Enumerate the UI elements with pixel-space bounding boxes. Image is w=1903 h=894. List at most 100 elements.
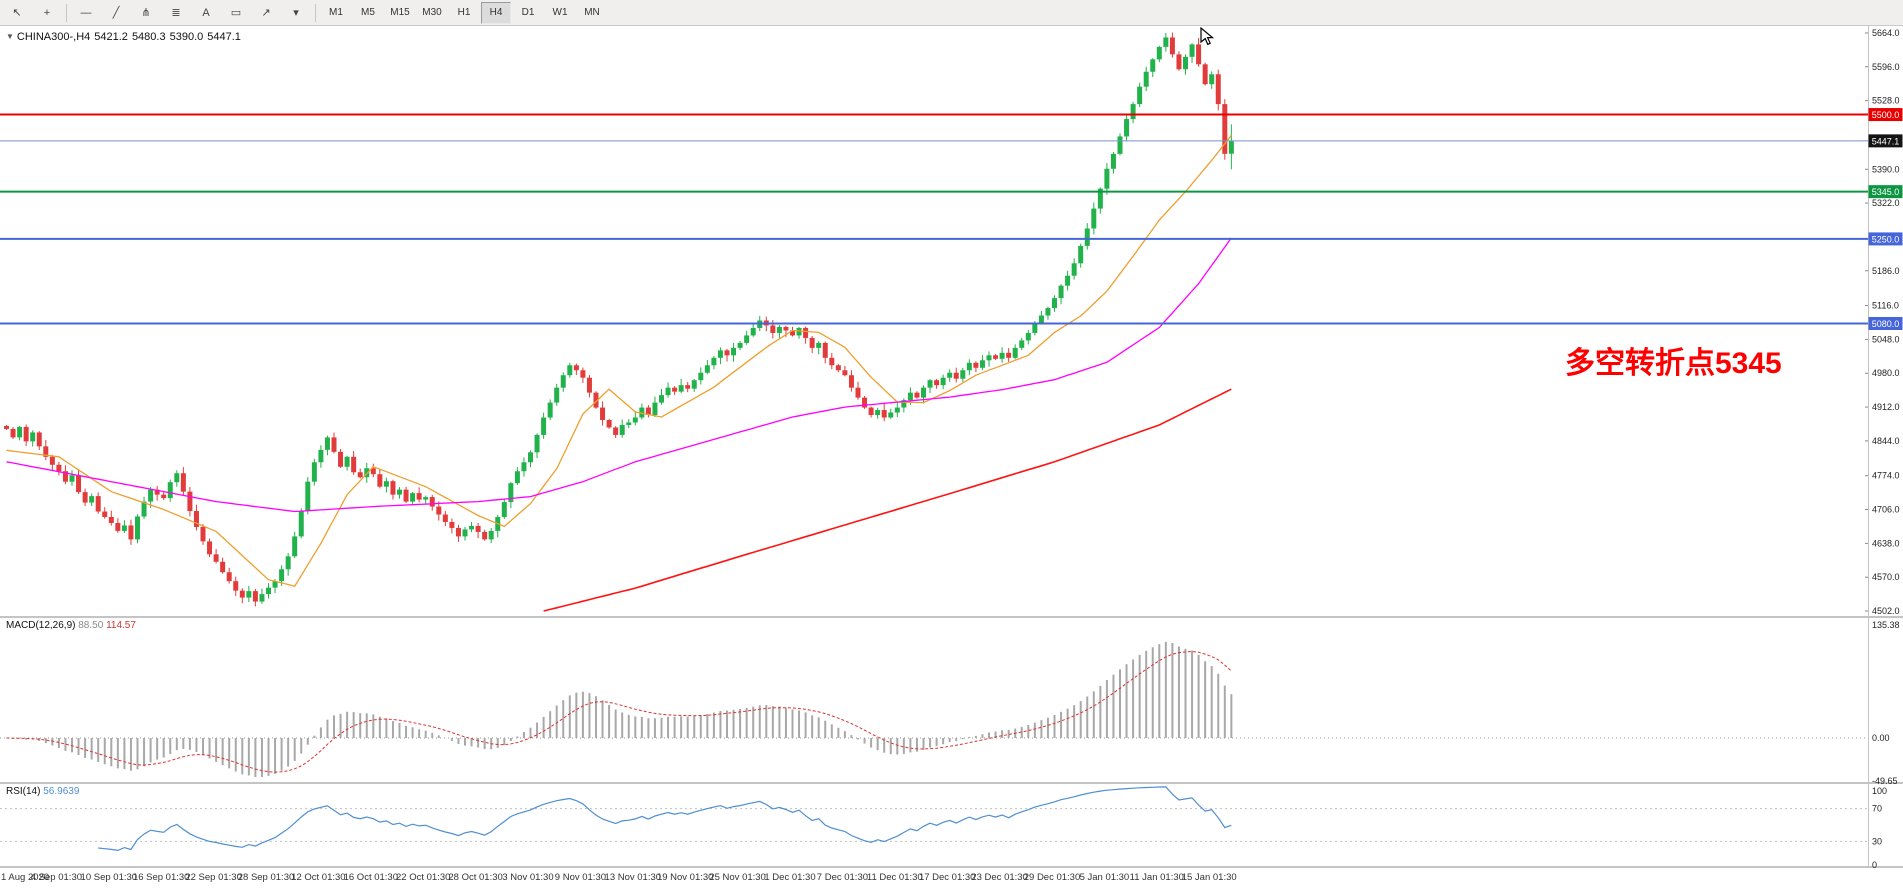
svg-text:22 Sep 01:30: 22 Sep 01:30 (185, 872, 242, 883)
pane-separator-2[interactable] (0, 782, 1903, 784)
timeframe-M5-button[interactable]: M5 (361, 6, 375, 18)
svg-text:23 Dec 01:30: 23 Dec 01:30 (971, 872, 1028, 883)
timeframe-H4-button[interactable]: H4 (481, 1, 511, 24)
svg-text:30: 30 (1872, 836, 1882, 846)
svg-text:4570.0: 4570.0 (1872, 572, 1900, 582)
svg-text:7 Dec 01:30: 7 Dec 01:30 (817, 872, 868, 883)
mouse-cursor-icon (1200, 26, 1215, 52)
turning-point-annotation: 多空转折点5345 (1565, 347, 1782, 380)
macd-indicator-label: MACD(12,26,9) 88.50 114.57 (6, 620, 136, 631)
svg-text:0: 0 (1872, 860, 1877, 870)
cursor-button[interactable]: ↖ (3, 2, 31, 24)
svg-text:28 Oct 01:30: 28 Oct 01:30 (448, 872, 502, 883)
rsi-indicator-label: RSI(14) 56.9639 (6, 786, 79, 797)
macd-main-value: 88.50 (78, 620, 104, 631)
svg-text:10 Sep 01:30: 10 Sep 01:30 (81, 872, 138, 883)
symbol-name: CHINA300-,H4 (16, 31, 91, 43)
svg-text:11 Jan 01:30: 11 Jan 01:30 (1130, 872, 1184, 883)
rsi-line (98, 786, 1232, 852)
fibonacci-tool-button[interactable]: ≣ (162, 2, 190, 24)
svg-text:5186.0: 5186.0 (1872, 266, 1900, 276)
shapes-tool-icon: ▭ (230, 6, 242, 19)
crosshair-button[interactable]: + (33, 2, 61, 24)
timeframe-H1-button[interactable]: H1 (457, 6, 471, 18)
toolbar-separator (66, 3, 67, 22)
svg-text:1 Aug 2020: 1 Aug 2020 (1, 872, 49, 883)
svg-text:28 Sep 01:30: 28 Sep 01:30 (238, 872, 295, 883)
svg-text:5 Jan 01:30: 5 Jan 01:30 (1080, 872, 1130, 883)
ma-slow-line (543, 388, 1232, 612)
svg-text:25 Nov 01:30: 25 Nov 01:30 (709, 872, 766, 883)
horizontal-line-tool-icon: — (80, 6, 92, 19)
svg-text:5500.0: 5500.0 (1872, 110, 1900, 120)
arrows-dropdown-caret-icon: ▾ (293, 6, 299, 19)
timeframe-M30-button[interactable]: M30 (422, 6, 442, 18)
svg-text:135.38: 135.38 (1872, 620, 1900, 630)
pitchfork-tool-button[interactable]: ⋔ (132, 2, 160, 24)
svg-text:12 Oct 01:30: 12 Oct 01:30 (291, 872, 345, 883)
pitchfork-tool-icon: ⋔ (141, 6, 151, 19)
rsi-axis-labels: 100 70 30 0 (1872, 786, 1887, 870)
timeframe-group: M1 M5 M15 M30 H1 H4 D1 W1 MN (320, 1, 608, 24)
shapes-tool-button[interactable]: ▭ (222, 2, 250, 24)
timeframe-D1-button[interactable]: D1 (521, 6, 535, 18)
timeframe-MN-button[interactable]: MN (584, 6, 600, 18)
macd-signal-line (6, 651, 1232, 773)
horizontal-line-tool-button[interactable]: — (72, 2, 100, 24)
svg-text:4774.0: 4774.0 (1872, 471, 1900, 481)
arrows-tool-button[interactable]: ↗ (252, 2, 280, 24)
timeframe-M1-button[interactable]: M1 (329, 6, 343, 18)
svg-text:5447.1: 5447.1 (1872, 136, 1900, 146)
arrows-dropdown-caret-button[interactable]: ▾ (282, 2, 310, 24)
text-tool-button[interactable]: A (192, 2, 220, 24)
open-value: 5421.2 (94, 31, 128, 43)
svg-text:4844.0: 4844.0 (1872, 436, 1900, 446)
pane-separator-3[interactable] (0, 866, 1903, 868)
svg-text:4980.0: 4980.0 (1872, 368, 1900, 378)
toolbar-separator (315, 3, 316, 22)
high-value: 5480.3 (131, 31, 166, 43)
trendline-tool-button[interactable]: ╱ (102, 2, 130, 24)
svg-text:0.00: 0.00 (1872, 733, 1890, 743)
svg-text:-49.65: -49.65 (1872, 776, 1898, 786)
svg-text:4 Sep 01:30: 4 Sep 01:30 (31, 872, 82, 883)
trendline-tool-icon: ╱ (112, 6, 120, 19)
svg-text:16 Oct 01:30: 16 Oct 01:30 (344, 872, 398, 883)
macd-axis-labels: 135.38 0.00 -49.65 (1872, 620, 1900, 786)
svg-text:5080.0: 5080.0 (1872, 319, 1900, 329)
price-tag-5345.0: 5345.0 (1868, 185, 1903, 199)
timeframe-M15-button[interactable]: M15 (390, 6, 410, 18)
svg-text:5048.0: 5048.0 (1872, 334, 1900, 344)
svg-text:3 Nov 01:30: 3 Nov 01:30 (502, 872, 553, 883)
symbol-ohlc-line: ▼ CHINA300-,H4 5421.2 5480.3 5390.0 5447.1 (6, 31, 245, 43)
svg-text:1 Dec 01:30: 1 Dec 01:30 (764, 872, 815, 883)
toolbar: ↖ + — ╱ ⋔ ≣ A ▭ ↗ ▾ M1 M5 M15 M30 H1 H4 D1 W1 MN (0, 0, 1903, 26)
svg-text:4706.0: 4706.0 (1872, 505, 1900, 515)
svg-text:9 Nov 01:30: 9 Nov 01:30 (555, 872, 606, 883)
rsi-name: RSI(14) (6, 786, 41, 797)
macd-name: MACD(12,26,9) (6, 620, 76, 631)
svg-text:5322.0: 5322.0 (1872, 198, 1900, 208)
crosshair-icon: + (43, 6, 51, 19)
svg-text:17 Dec 01:30: 17 Dec 01:30 (919, 872, 976, 883)
svg-text:29 Dec 01:30: 29 Dec 01:30 (1024, 872, 1081, 883)
ma-mid-line (6, 237, 1232, 513)
chart-menu-triangle-icon[interactable]: ▼ (6, 32, 14, 41)
timeframe-W1-button[interactable]: W1 (552, 6, 568, 18)
fibonacci-tool-icon: ≣ (171, 6, 181, 19)
price-tag-5500.0: 5500.0 (1868, 108, 1903, 122)
price-tag-5250.0: 5250.0 (1868, 232, 1903, 246)
svg-text:4502.0: 4502.0 (1872, 606, 1900, 616)
svg-text:22 Oct 01:30: 22 Oct 01:30 (396, 872, 450, 883)
svg-text:100: 100 (1872, 786, 1887, 796)
svg-text:5596.0: 5596.0 (1872, 62, 1900, 72)
svg-text:5250.0: 5250.0 (1872, 234, 1900, 244)
rsi-value: 56.9639 (43, 786, 80, 797)
text-tool-icon: A (202, 6, 210, 19)
arrows-tool-icon: ↗ (261, 6, 271, 19)
pane-separator-1[interactable] (0, 616, 1903, 618)
svg-text:5345.0: 5345.0 (1872, 187, 1900, 197)
macd-histogram (12, 641, 1233, 777)
